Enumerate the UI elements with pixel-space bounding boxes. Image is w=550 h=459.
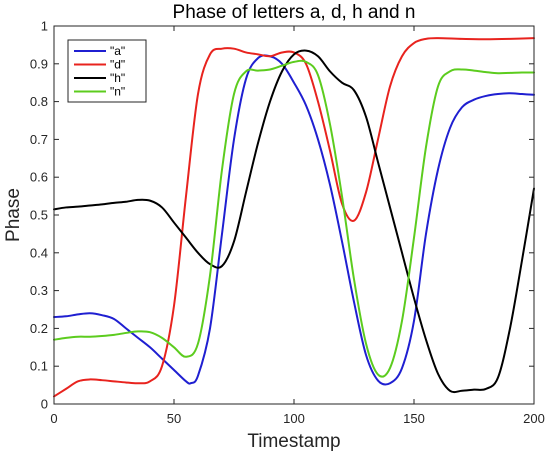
y-tick-label: 1 [41, 19, 48, 34]
y-tick-label: 0.1 [30, 359, 48, 374]
legend-label-h: "h" [110, 71, 125, 85]
y-tick-label: 0.4 [30, 245, 48, 260]
x-axis-title: Timestamp [247, 431, 340, 452]
legend-label-n: "n" [110, 85, 125, 99]
y-tick-label: 0.8 [30, 94, 48, 109]
y-tick-label: 0 [41, 397, 48, 412]
y-tick-label: 0.7 [30, 132, 48, 147]
x-tick-label: 50 [167, 411, 181, 426]
x-tick-label: 150 [403, 411, 425, 426]
legend-label-a: "a" [110, 44, 125, 58]
x-tick-label: 100 [283, 411, 305, 426]
y-tick-label: 0.2 [30, 321, 48, 336]
series-line-n [53, 59, 535, 378]
legend-box [67, 39, 147, 103]
series-line-h [53, 49, 535, 394]
series-line-d [53, 37, 535, 398]
legend-label-d: "d" [110, 58, 125, 72]
series-line-a [53, 54, 535, 386]
x-tick-label: 200 [523, 411, 545, 426]
chart-title: Phase of letters a, d, h and n [173, 2, 416, 23]
y-tick-label: 0.6 [30, 170, 48, 185]
y-tick-label: 0.9 [30, 56, 48, 71]
y-tick-label: 0.5 [30, 208, 48, 223]
y-axis-title: Phase [3, 188, 24, 242]
x-tick-label: 0 [50, 411, 57, 426]
legend: "a""d""h""n" [67, 39, 147, 103]
y-tick-label: 0.3 [30, 283, 48, 298]
series-layer [53, 37, 535, 398]
ticks-layer: 0 50 100 150 200 0 0.1 0.2 0.3 0.4 0.5 0.6 0.7 0.8 0.9… [30, 19, 545, 427]
